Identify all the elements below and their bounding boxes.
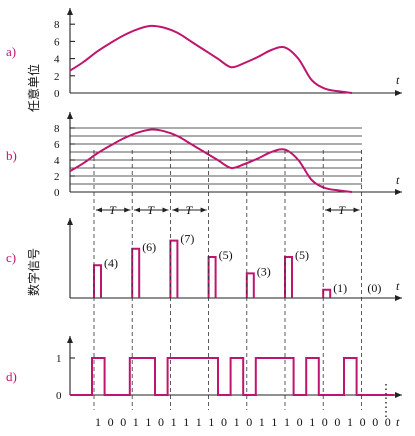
bit-label-22: 0 (372, 415, 378, 429)
bit-label-3: 1 (133, 415, 139, 429)
bit-label-8: 1 (196, 415, 202, 429)
panel-b: b) 0 2 4 6 8 t T T T T (6, 112, 402, 217)
panel-a-tick-4: 4 (54, 54, 60, 66)
bit-label-20: 1 (347, 415, 353, 429)
panel-c-ylabel: 数字信号 (26, 248, 41, 296)
panel-c-t-label: t (396, 279, 400, 293)
sample-pulse-4 (245, 272, 255, 298)
bit-label-23: 0 (385, 415, 391, 429)
period-label-0: T (109, 203, 117, 217)
panel-a: a) 任意单位 0 2 4 6 8 t (6, 8, 402, 112)
panel-a-tick-8: 8 (54, 19, 60, 31)
panel-a-tick-2: 2 (54, 71, 60, 83)
sample-annotation-0: (4) (104, 256, 118, 270)
panel-b-t-label: t (396, 173, 400, 187)
panel-b-label: b) (6, 148, 17, 163)
sample-pulse-5 (284, 256, 293, 298)
bit-label-13: 1 (259, 415, 265, 429)
panel-c: c) 数字信号 t (4) (6) (7) (5) (3) (5) (1) (0) (6, 218, 402, 301)
panel-c-sample-pulses: (4) (6) (7) (5) (3) (5) (1) (0) (93, 232, 381, 298)
panel-c-label: c) (6, 250, 16, 265)
panel-a-tick-6: 6 (54, 36, 60, 48)
bit-label-12: 0 (246, 415, 252, 429)
sample-annotation-5: (5) (295, 248, 309, 262)
sample-annotation-6: (1) (333, 281, 347, 295)
panel-a-label: a) (6, 44, 16, 59)
panel-d-t-label: t (396, 415, 400, 429)
panel-b-quantization-levels (70, 127, 362, 185)
bit-label-1: 0 (108, 415, 114, 429)
bit-label-17: 1 (309, 415, 315, 429)
bit-label-19: 0 (334, 415, 340, 429)
panel-b-tick-6: 6 (54, 139, 60, 151)
panel-a-tick-0: 0 (54, 88, 60, 100)
panel-d-tick-0: 0 (56, 390, 62, 402)
sample-annotation-2: (7) (180, 232, 194, 246)
bit-label-14: 1 (271, 415, 277, 429)
panel-b-tick-2: 2 (54, 171, 60, 183)
panel-b-tick-0: 0 (54, 187, 60, 199)
period-label-1: T (147, 203, 155, 217)
bit-label-21: 0 (360, 415, 366, 429)
bit-label-7: 1 (183, 415, 189, 429)
sample-annotation-1: (6) (142, 240, 156, 254)
bit-label-9: 1 (208, 415, 214, 429)
panel-a-ylabel: 任意单位 (26, 64, 41, 112)
panel-d-binary-waveform (70, 357, 395, 396)
bit-label-6: 1 (171, 415, 177, 429)
period-label-3: T (338, 203, 346, 217)
bit-label-15: 1 (284, 415, 290, 429)
sample-annotation-3: (5) (219, 248, 233, 262)
sample-pulse-6 (322, 288, 332, 298)
sample-annotation-7: (0) (367, 281, 381, 295)
sampling-guide-lines (93, 150, 362, 410)
panel-b-y-ticks: 0 2 4 6 8 (54, 123, 75, 199)
bit-label-11: 1 (234, 415, 240, 429)
bit-label-0: 1 (95, 415, 101, 429)
sample-pulse-1 (131, 247, 141, 298)
sample-pulse-2 (169, 239, 179, 298)
bit-label-4: 1 (145, 415, 151, 429)
panel-a-t-label: t (396, 73, 400, 87)
bit-label-10: 0 (221, 415, 227, 429)
period-label-2: T (186, 203, 194, 217)
panel-b-tick-4: 4 (54, 155, 60, 167)
panel-a-analog-signal (69, 24, 353, 94)
sample-annotation-4: (3) (257, 264, 271, 278)
panel-b-analog-signal (69, 128, 353, 193)
panel-b-tick-8: 8 (54, 123, 60, 135)
panel-d-label: d) (6, 369, 17, 384)
bit-label-16: 0 (297, 415, 303, 429)
sample-pulse-3 (207, 256, 217, 298)
bit-label-2: 0 (120, 415, 126, 429)
sample-pulse-0 (93, 264, 102, 298)
bit-label-5: 0 (158, 415, 164, 429)
bit-label-18: 0 (322, 415, 328, 429)
panel-d-tick-1: 1 (56, 353, 62, 365)
panel-a-y-ticks: 0 2 4 6 8 (54, 19, 75, 100)
